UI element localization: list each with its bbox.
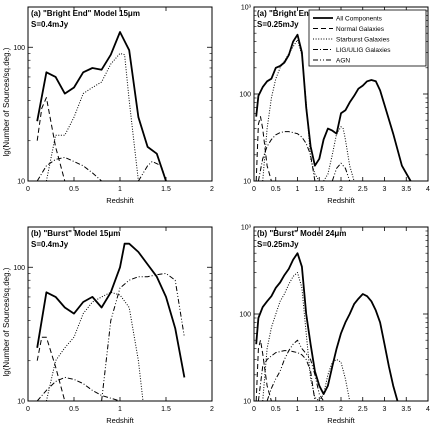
series-group [36, 242, 186, 401]
chart-title: (b) "Burst" Model 15μm [31, 229, 120, 238]
y-tick-label: 100 [239, 312, 251, 319]
y-tick-label: 10 [243, 399, 251, 406]
series-group [255, 252, 399, 401]
series-group [36, 31, 167, 181]
chart-subtitle: S=0.25mJy [257, 240, 299, 249]
y-tick-label: 100 [13, 265, 25, 272]
chart-subtitle: S=0.4mJy [31, 20, 69, 29]
y-tick-label: 10 [17, 399, 25, 406]
x-tick-label: 2 [339, 186, 343, 193]
x-tick-label: 3 [383, 186, 387, 193]
x-tick-label: 1.5 [161, 186, 171, 193]
chart-subtitle: S=0.25mJy [257, 20, 299, 29]
series-line-lig-ulig-galaxies [257, 350, 316, 401]
series-line-lig-ulig-galaxies [36, 156, 102, 181]
x-tick-label: 0.5 [69, 406, 79, 413]
x-axis-label: Redshift [106, 416, 134, 425]
ylabel-bottom: lg(Number of Sources/sq.deg.) [2, 267, 11, 376]
x-axis-label: Redshift [327, 416, 355, 425]
x-tick-label: 1 [118, 406, 122, 413]
x-tick-label: 2 [339, 406, 343, 413]
x-tick-label: 0.5 [271, 186, 281, 193]
x-tick-label: 2 [210, 406, 214, 413]
series-line-all-components [36, 31, 167, 181]
legend-label: Starburst Galaxies [336, 37, 390, 44]
chart-subtitle: S=0.4mJy [31, 240, 69, 249]
series-line-all-components [255, 33, 412, 181]
series-line-agn [331, 162, 351, 181]
series-line-normal-galaxies [255, 339, 272, 401]
series-line-agn [266, 339, 325, 401]
legend-label: AGN [336, 58, 350, 65]
chart-panel-3: 0 0.5 1 1.5 2 10 100 Redshift (b) "Burst" Model … [13, 226, 214, 425]
x-tick-label: 2.5 [358, 186, 368, 193]
x-tick-label: 1 [296, 406, 300, 413]
series-line-lig-ulig-galaxies [36, 376, 121, 401]
chart-title: (b) "Burst" Model 24μm [257, 229, 346, 238]
series-line-all-components [255, 252, 399, 401]
y-tick-label: 10³ [241, 5, 252, 12]
chart-panel-4: 0 0.5 1 1.5 2 2.5 3 3.5 4 10 100 10³ Redshift (b) "Bu… [239, 225, 430, 426]
x-tick-label: 0.5 [271, 406, 281, 413]
legend-label: LIG/ULIG Galaxies [336, 47, 391, 54]
ylabel-top: lg(Number of Sources/sq.deg.) [2, 47, 11, 156]
x-tick-label: 3 [383, 406, 387, 413]
x-tick-label: 2 [210, 186, 214, 193]
x-tick-label: 3.5 [401, 186, 411, 193]
y-tick-label: 10³ [241, 225, 252, 232]
chart-panel-1: 0 0.5 1 1.5 2 10 100 Redshift (a) "Bright End" M… [13, 6, 214, 205]
x-axis-label: Redshift [327, 196, 355, 205]
x-tick-label: 1.5 [314, 406, 324, 413]
series-line-starburst-galaxies [45, 52, 139, 181]
series-group [255, 33, 412, 181]
x-tick-label: 4 [426, 406, 430, 413]
x-tick-label: 0.5 [69, 186, 79, 193]
y-tick-label: 100 [239, 92, 251, 99]
x-tick-label: 4 [426, 186, 430, 193]
x-tick-label: 1 [296, 186, 300, 193]
series-line-agn [137, 161, 167, 181]
x-tick-label: 1.5 [161, 406, 171, 413]
series-line-starburst-galaxies [262, 39, 355, 181]
y-tick-label: 10 [17, 179, 25, 186]
legend-box [308, 9, 427, 67]
series-line-normal-galaxies [255, 116, 272, 181]
x-tick-label: 1 [118, 186, 122, 193]
legend-label: Normal Galaxies [336, 26, 385, 33]
series-line-agn [101, 272, 185, 401]
chart-title: (a) "Bright End" Model 15μm [31, 9, 140, 18]
x-tick-label: 0 [252, 186, 256, 193]
series-line-lig-ulig-galaxies [257, 131, 316, 181]
series-line-all-components [36, 242, 186, 378]
x-tick-label: 0 [26, 186, 30, 193]
x-tick-label: 3.5 [401, 406, 411, 413]
x-tick-label: 0 [252, 406, 256, 413]
x-axis-label: Redshift [106, 196, 134, 205]
legend-label: All Components [336, 16, 383, 23]
series-line-starburst-galaxies [262, 272, 351, 401]
legend: All Components Normal Galaxies Starburst G… [308, 9, 427, 67]
y-tick-label: 100 [13, 45, 25, 52]
x-tick-label: 2.5 [358, 406, 368, 413]
x-tick-label: 0 [26, 406, 30, 413]
x-tick-label: 1.5 [314, 186, 324, 193]
y-tick-label: 10 [243, 179, 251, 186]
series-line-normal-galaxies [36, 336, 66, 401]
